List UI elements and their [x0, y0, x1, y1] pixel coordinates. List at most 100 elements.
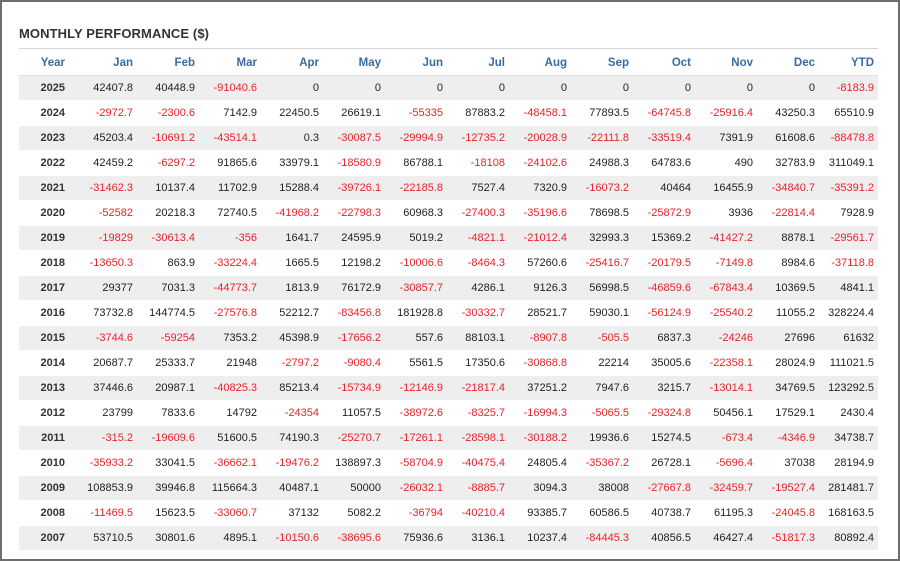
value-cell-aug: -21012.4 — [509, 225, 571, 251]
value-cell-aug: 93385.7 — [509, 500, 571, 526]
value-cell-oct: 35005.6 — [633, 350, 695, 376]
value-cell-sep: -84445.3 — [571, 525, 633, 550]
value-cell-oct: 6837.3 — [633, 325, 695, 351]
value-cell-jun: -12146.9 — [385, 375, 447, 401]
value-cell-may: 24595.9 — [323, 225, 385, 251]
value-cell-ytd: -88478.8 — [819, 125, 878, 151]
value-cell-jun: 75936.6 — [385, 525, 447, 550]
value-cell-oct: 0 — [633, 75, 695, 101]
value-cell-sep: -5065.5 — [571, 400, 633, 426]
value-cell-feb: 15623.5 — [137, 500, 199, 526]
value-cell-apr: 15288.4 — [261, 175, 323, 201]
value-cell-sep: -16073.2 — [571, 175, 633, 201]
value-cell-mar: -36662.1 — [199, 450, 261, 476]
value-cell-apr: 1665.5 — [261, 250, 323, 276]
value-cell-sep: 19936.6 — [571, 425, 633, 451]
value-cell-aug: 28521.7 — [509, 300, 571, 326]
value-cell-nov: -25916.4 — [695, 100, 757, 126]
value-cell-oct: 64783.6 — [633, 150, 695, 176]
value-cell-aug: -24102.6 — [509, 150, 571, 176]
value-cell-feb: -6297.2 — [137, 150, 199, 176]
value-cell-mar: 7353.2 — [199, 325, 261, 351]
value-cell-nov: 50456.1 — [695, 400, 757, 426]
year-cell: 2018 — [19, 250, 75, 276]
value-cell-jan: 45203.4 — [75, 125, 137, 151]
value-cell-feb: -10691.2 — [137, 125, 199, 151]
value-cell-may: 50000 — [323, 475, 385, 501]
value-cell-dec: 32783.9 — [757, 150, 819, 176]
value-cell-feb: 25333.7 — [137, 350, 199, 376]
value-cell-feb: -2300.6 — [137, 100, 199, 126]
year-cell: 2023 — [19, 125, 75, 151]
value-cell-oct: 40738.7 — [633, 500, 695, 526]
value-cell-dec: -22814.4 — [757, 200, 819, 226]
year-cell: 2015 — [19, 325, 75, 351]
value-cell-feb: -30613.4 — [137, 225, 199, 251]
value-cell-oct: 3215.7 — [633, 375, 695, 401]
value-cell-nov: -25540.2 — [695, 300, 757, 326]
value-cell-jun: -58704.9 — [385, 450, 447, 476]
value-cell-nov: -673.4 — [695, 425, 757, 451]
value-cell-sep: 78698.5 — [571, 200, 633, 226]
year-cell: 2021 — [19, 175, 75, 201]
value-cell-jul: -18108 — [447, 150, 509, 176]
value-cell-apr: 1813.9 — [261, 275, 323, 301]
value-cell-dec: -24045.8 — [757, 500, 819, 526]
column-header-year: Year — [19, 50, 75, 76]
value-cell-aug: 57260.6 — [509, 250, 571, 276]
value-cell-mar: -33224.4 — [199, 250, 261, 276]
value-cell-feb: -59254 — [137, 325, 199, 351]
value-cell-mar: 72740.5 — [199, 200, 261, 226]
value-cell-mar: -44773.7 — [199, 275, 261, 301]
value-cell-oct: -46859.6 — [633, 275, 695, 301]
value-cell-dec: 61608.6 — [757, 125, 819, 151]
value-cell-nov: 7391.9 — [695, 125, 757, 151]
value-cell-oct: -33519.4 — [633, 125, 695, 151]
table-row: 2011 -315.2 -19609.6 51600.5 74190.3 -25270.7… — [19, 425, 878, 451]
monthly-performance-table: Year Jan Feb Mar Apr May Jun Jul Aug Sep Oct Nov Dec… — [19, 50, 878, 550]
year-cell: 2020 — [19, 200, 75, 226]
value-cell-ytd: 111021.5 — [819, 350, 878, 376]
year-cell: 2014 — [19, 350, 75, 376]
value-cell-mar: 21948 — [199, 350, 261, 376]
table-row: 2016 73732.8 144774.5 -27576.8 52212.7 -83456… — [19, 300, 878, 326]
value-cell-jan: -2972.7 — [75, 100, 137, 126]
table-row: 2008 -11469.5 15623.5 -33060.7 37132 5082.2 -3… — [19, 500, 878, 526]
value-cell-feb: 33041.5 — [137, 450, 199, 476]
year-cell: 2025 — [19, 75, 75, 101]
value-cell-aug: -35196.6 — [509, 200, 571, 226]
column-header-feb: Feb — [137, 50, 199, 76]
year-cell: 2012 — [19, 400, 75, 426]
value-cell-nov: 61195.3 — [695, 500, 757, 526]
value-cell-feb: 20987.1 — [137, 375, 199, 401]
value-cell-sep: -22111.8 — [571, 125, 633, 151]
value-cell-aug: -8907.8 — [509, 325, 571, 351]
value-cell-apr: -2797.2 — [261, 350, 323, 376]
value-cell-nov: -5696.4 — [695, 450, 757, 476]
value-cell-may: 138897.3 — [323, 450, 385, 476]
value-cell-oct: -64745.8 — [633, 100, 695, 126]
table-row: 2007 53710.5 30801.6 4895.1 -10150.6 -38695.6… — [19, 525, 878, 550]
value-cell-aug: -30188.2 — [509, 425, 571, 451]
value-cell-jan: 29377 — [75, 275, 137, 301]
value-cell-feb: 39946.8 — [137, 475, 199, 501]
value-cell-apr: -41968.2 — [261, 200, 323, 226]
value-cell-oct: -20179.5 — [633, 250, 695, 276]
value-cell-may: -38695.6 — [323, 525, 385, 550]
value-cell-oct: 15274.5 — [633, 425, 695, 451]
value-cell-jun: -10006.6 — [385, 250, 447, 276]
value-cell-jun: 5561.5 — [385, 350, 447, 376]
value-cell-feb: 7031.3 — [137, 275, 199, 301]
value-cell-nov: -41427.2 — [695, 225, 757, 251]
value-cell-aug: 3094.3 — [509, 475, 571, 501]
table-row: 2010 -35933.2 33041.5 -36662.1 -19476.2 13889… — [19, 450, 878, 476]
value-cell-dec: 43250.3 — [757, 100, 819, 126]
value-cell-ytd: 34738.7 — [819, 425, 878, 451]
value-cell-ytd: 4841.1 — [819, 275, 878, 301]
value-cell-may: 26619.1 — [323, 100, 385, 126]
column-header-jun: Jun — [385, 50, 447, 76]
value-cell-nov: 490 — [695, 150, 757, 176]
year-cell: 2024 — [19, 100, 75, 126]
value-cell-jul: -8464.3 — [447, 250, 509, 276]
